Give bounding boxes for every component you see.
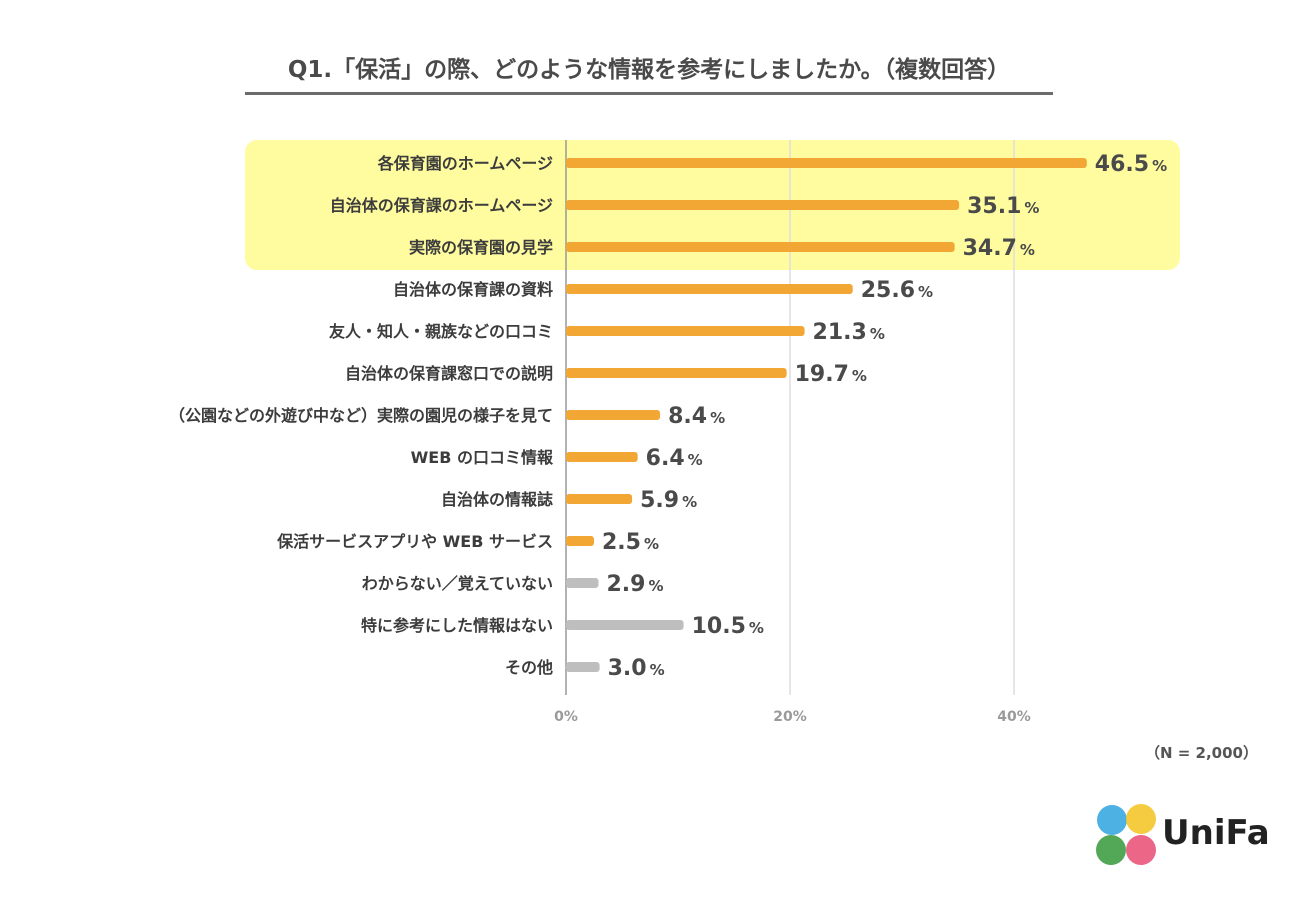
bar: [566, 158, 1087, 168]
bar: [566, 536, 594, 546]
x-tick-label: 40%: [997, 709, 1031, 725]
bar: [566, 662, 600, 672]
chart-title: Q1.「保活」の際、どのような情報を参考にしましたか。（複数回答）: [287, 57, 1011, 83]
bar: [566, 242, 955, 252]
logo-dot: [1097, 805, 1127, 835]
bar: [566, 494, 633, 504]
data-label: 34.7%: [963, 236, 1035, 261]
bar: [566, 452, 638, 462]
data-label: 19.7%: [795, 362, 867, 387]
data-label: 5.9%: [640, 488, 697, 513]
bar: [566, 620, 684, 630]
category-label: （公園などの外遊び中など）実際の園児の様子を見て: [169, 406, 553, 425]
bar: [566, 578, 599, 588]
category-label: WEB の口コミ情報: [411, 448, 554, 467]
category-label: 友人・知人・親族などの口コミ: [329, 322, 553, 341]
category-label: 特に参考にした情報はない: [361, 616, 553, 635]
logo-text: UniFa: [1162, 813, 1270, 853]
bar: [566, 410, 661, 420]
category-label: その他: [505, 658, 553, 677]
logo-dot: [1096, 835, 1126, 865]
x-tick-label: 0%: [554, 709, 578, 725]
category-label: 自治体の保育課窓口での説明: [345, 364, 553, 383]
bar: [566, 368, 787, 378]
bar: [566, 200, 960, 210]
category-label: 各保育園のホームページ: [377, 154, 553, 173]
category-label: 実際の保育園の見学: [409, 238, 553, 257]
bar: [566, 326, 805, 336]
data-label: 6.4%: [646, 446, 703, 471]
data-label: 25.6%: [861, 278, 933, 303]
category-label: 保活サービスアプリや WEB サービス: [276, 532, 553, 551]
logo-mark-icon: [1096, 804, 1156, 865]
category-label: 自治体の保育課の資料: [393, 280, 553, 299]
category-label: 自治体の保育課のホームページ: [330, 196, 553, 215]
data-label: 10.5%: [692, 614, 764, 639]
data-label: 2.5%: [602, 530, 659, 555]
sample-size-note: （N = 2,000）: [1144, 744, 1258, 762]
data-label: 21.3%: [813, 320, 885, 345]
bar: [566, 284, 853, 294]
category-label: わからない／覚えていない: [362, 574, 553, 593]
category-label: 自治体の情報誌: [441, 490, 553, 509]
data-label: 35.1%: [967, 194, 1039, 219]
logo-dot: [1126, 804, 1156, 834]
data-label: 8.4%: [668, 404, 725, 429]
logo-dot: [1126, 835, 1156, 865]
unifa-logo: UniFa: [1094, 803, 1270, 867]
data-label: 2.9%: [606, 572, 663, 597]
title-underline: [245, 92, 1053, 95]
data-label: 3.0%: [608, 656, 665, 681]
x-tick-label: 20%: [773, 709, 807, 725]
data-label: 46.5%: [1095, 152, 1167, 177]
